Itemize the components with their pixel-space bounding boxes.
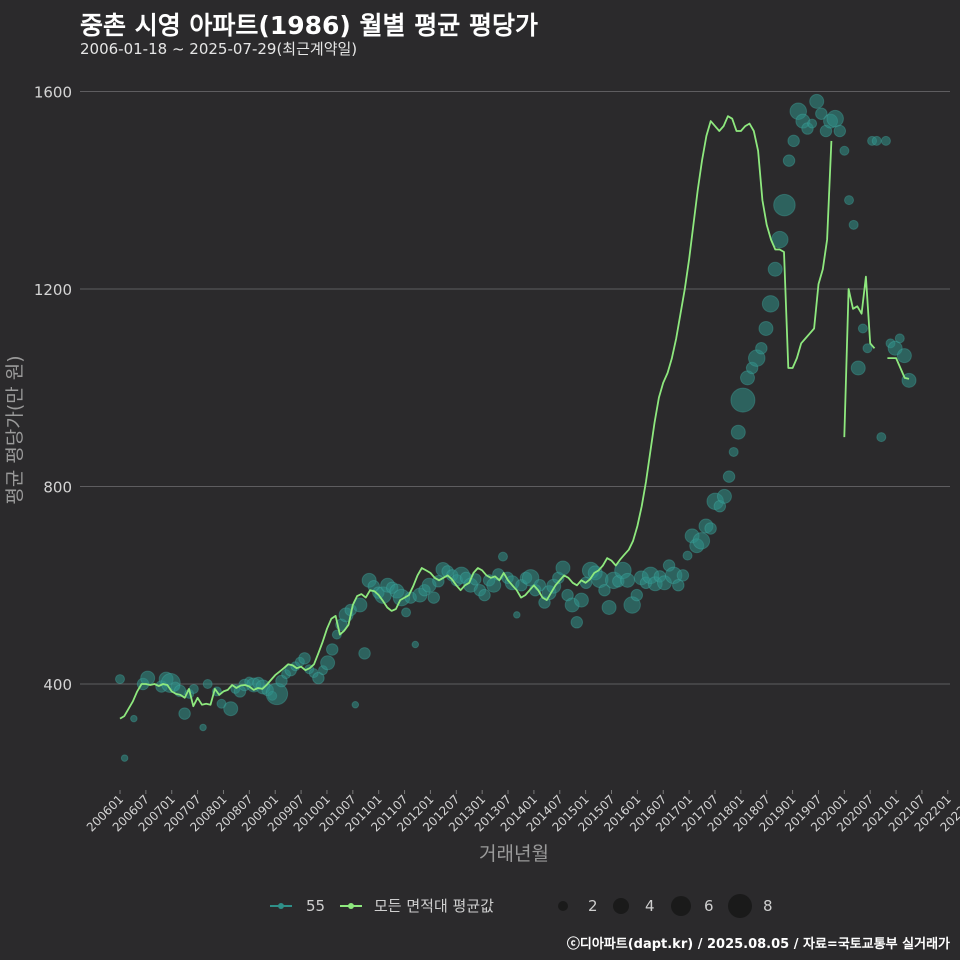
size-legend-dot-8 xyxy=(728,894,752,918)
scatter-point xyxy=(478,588,491,602)
scatter-point xyxy=(513,611,521,619)
y-tick-label: 1200 xyxy=(34,281,72,299)
scatter-point xyxy=(298,652,311,665)
scatter-point xyxy=(401,607,412,618)
size-legend-label-8: 8 xyxy=(763,897,773,915)
scatter-point xyxy=(358,647,371,660)
series-line-segment xyxy=(887,357,910,380)
gridlines xyxy=(80,91,950,685)
scatter-point xyxy=(844,195,855,206)
y-axis-title: 평균 평당가(만 원) xyxy=(4,355,26,504)
scatter-point xyxy=(880,135,891,146)
scatter-points xyxy=(115,93,917,762)
scatter-point xyxy=(573,592,589,608)
scatter-point xyxy=(601,599,617,615)
scatter-point xyxy=(761,295,780,313)
scatter-point xyxy=(782,154,796,167)
scatter-point xyxy=(570,616,584,629)
scatter-point xyxy=(728,446,739,457)
scatter-point xyxy=(704,522,717,535)
legend-dot-all xyxy=(348,903,354,909)
scatter-point xyxy=(758,321,774,336)
scatter-point xyxy=(115,674,125,685)
scatter-point xyxy=(896,348,912,364)
scatter-point xyxy=(411,640,420,649)
scatter-point xyxy=(876,432,887,443)
scatter-point xyxy=(730,387,756,413)
scatter-point xyxy=(730,424,746,440)
size-legend-dot-4 xyxy=(613,898,629,914)
scatter-point xyxy=(894,333,905,344)
scatter-point xyxy=(815,107,828,120)
scatter-point xyxy=(325,643,339,656)
scatter-point xyxy=(839,145,850,156)
scatter-point xyxy=(773,193,796,217)
scatter-point xyxy=(767,261,783,277)
size-legend-dot-6 xyxy=(671,896,691,916)
scatter-point xyxy=(676,569,690,582)
x-axis-title: 거래년월 xyxy=(479,843,549,865)
scatter-point xyxy=(521,569,540,587)
series-line-segment xyxy=(119,115,833,720)
scatter-point xyxy=(871,135,882,146)
legend-label-all: 모든 면적대 평균값 xyxy=(374,897,494,915)
scatter-point xyxy=(807,118,818,129)
y-tick-label: 1600 xyxy=(34,84,72,102)
scatter-point xyxy=(202,679,213,689)
scatter-point xyxy=(312,671,325,685)
scatter-point xyxy=(427,591,441,604)
axes: 4008001200160020060120060720070120070720… xyxy=(34,84,960,835)
footer-credit: ⓒ디아파트(dapt.kr) / 2025.08.05 / 자료=국토교통부 실… xyxy=(566,937,950,952)
legend: 55 모든 면적대 평균값 2 4 6 8 xyxy=(270,894,773,918)
scatter-point xyxy=(901,372,917,388)
scatter-point xyxy=(199,723,207,732)
size-legend-dot-2 xyxy=(558,901,568,911)
scatter-point xyxy=(716,488,732,504)
scatter-point xyxy=(857,323,868,334)
scatter-point xyxy=(862,343,873,354)
scatter-point xyxy=(682,550,693,561)
scatter-point xyxy=(555,560,571,576)
size-legend-label-6: 6 xyxy=(704,897,714,915)
scatter-point xyxy=(223,701,239,717)
scatter-point xyxy=(320,655,336,671)
scatter-point xyxy=(787,134,800,148)
chart-subtitle: 2006-01-18 ~ 2025-07-29(최근계약일) xyxy=(80,40,358,58)
chart-title: 중촌 시영 아파트(1986) 월별 평균 평당가 xyxy=(80,11,538,40)
scatter-point xyxy=(722,470,736,483)
scatter-point xyxy=(630,588,644,602)
series-line xyxy=(119,115,910,720)
scatter-point xyxy=(598,583,611,597)
scatter-point xyxy=(672,579,685,592)
y-tick-label: 400 xyxy=(43,676,72,694)
scatter-point xyxy=(692,532,711,550)
size-legend-label-4: 4 xyxy=(645,897,655,915)
legend-label-55: 55 xyxy=(306,897,325,915)
scatter-point xyxy=(351,700,360,709)
y-tick-label: 800 xyxy=(43,479,72,497)
scatter-point xyxy=(826,109,844,128)
scatter-point xyxy=(833,124,847,138)
scatter-point xyxy=(497,551,508,562)
scatter-point xyxy=(755,342,768,355)
series-line-segment xyxy=(843,275,876,438)
scatter-point xyxy=(848,219,859,230)
legend-dot-55 xyxy=(278,903,284,909)
scatter-point xyxy=(486,577,502,593)
size-legend-label-2: 2 xyxy=(588,897,598,915)
scatter-point xyxy=(140,670,156,686)
scatter-point xyxy=(809,93,825,109)
scatter-point xyxy=(178,707,191,720)
scatter-point xyxy=(120,754,129,762)
scatter-point xyxy=(850,360,866,376)
scatter-point xyxy=(620,572,636,588)
scatter-point xyxy=(130,714,138,723)
